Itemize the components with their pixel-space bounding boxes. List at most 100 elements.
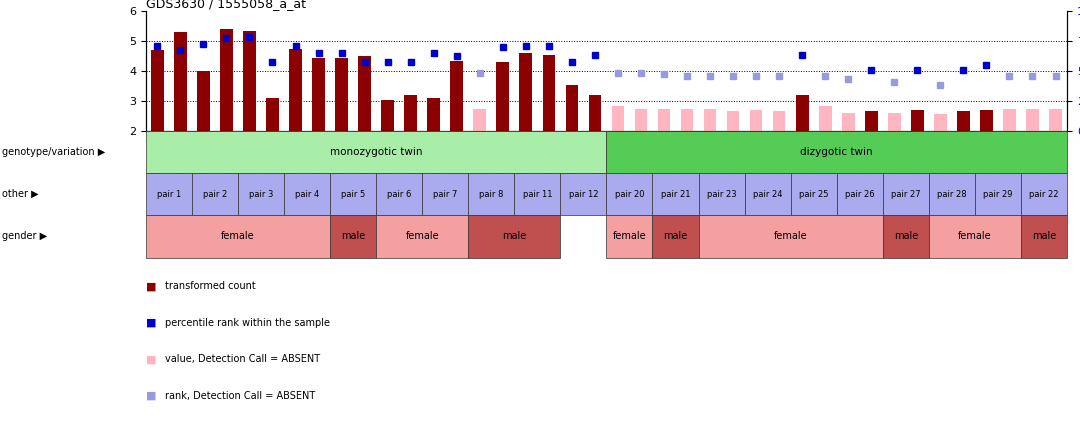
Text: pair 5: pair 5 — [341, 190, 365, 199]
Text: ■: ■ — [146, 391, 157, 400]
Text: pair 25: pair 25 — [799, 190, 828, 199]
Bar — [607, 131, 1067, 173]
Text: female: female — [958, 231, 991, 242]
Bar — [192, 173, 238, 215]
Bar — [519, 53, 532, 131]
Bar — [727, 111, 740, 131]
Bar — [837, 173, 882, 215]
Bar — [699, 173, 744, 215]
Bar — [243, 31, 256, 131]
Bar — [146, 215, 330, 258]
Bar — [929, 173, 975, 215]
Bar — [819, 106, 832, 131]
Bar — [197, 71, 210, 131]
Text: female: female — [405, 231, 438, 242]
Bar — [929, 215, 1021, 258]
Bar — [652, 215, 699, 258]
Bar — [635, 108, 647, 131]
Text: monozygotic twin: monozygotic twin — [329, 147, 422, 157]
Text: transformed count: transformed count — [165, 281, 256, 291]
Text: pair 21: pair 21 — [661, 190, 690, 199]
Text: pair 3: pair 3 — [248, 190, 273, 199]
Bar — [750, 110, 762, 131]
Bar — [335, 58, 348, 131]
Bar — [561, 173, 607, 215]
Text: pair 6: pair 6 — [387, 190, 411, 199]
Bar — [704, 108, 716, 131]
Bar — [450, 60, 463, 131]
Bar — [773, 111, 785, 131]
Text: pair 1: pair 1 — [157, 190, 181, 199]
Text: male: male — [502, 231, 526, 242]
Text: pair 8: pair 8 — [480, 190, 503, 199]
Text: rank, Detection Call = ABSENT: rank, Detection Call = ABSENT — [165, 391, 315, 400]
Text: pair 29: pair 29 — [983, 190, 1013, 199]
Bar — [289, 48, 301, 131]
Text: female: female — [774, 231, 808, 242]
Text: other ▶: other ▶ — [2, 189, 39, 199]
Text: pair 24: pair 24 — [753, 190, 782, 199]
Bar — [422, 173, 469, 215]
Bar — [1021, 173, 1067, 215]
Bar — [1049, 108, 1062, 131]
Text: ■: ■ — [146, 354, 157, 364]
Bar — [330, 173, 376, 215]
Text: percentile rank within the sample: percentile rank within the sample — [165, 318, 330, 328]
Text: pair 4: pair 4 — [295, 190, 320, 199]
Text: gender ▶: gender ▶ — [2, 231, 48, 242]
Bar — [1021, 215, 1067, 258]
Bar — [469, 173, 514, 215]
Bar — [284, 173, 330, 215]
Bar — [934, 115, 947, 131]
Text: female: female — [221, 231, 255, 242]
Bar — [312, 58, 325, 131]
Text: pair 22: pair 22 — [1029, 190, 1058, 199]
Text: pair 23: pair 23 — [706, 190, 737, 199]
Bar — [744, 173, 791, 215]
Bar — [1003, 108, 1016, 131]
Text: pair 2: pair 2 — [203, 190, 227, 199]
Bar — [658, 108, 671, 131]
Text: pair 20: pair 20 — [615, 190, 644, 199]
Bar — [359, 56, 370, 131]
Bar — [865, 111, 878, 131]
Bar — [514, 173, 561, 215]
Text: male: male — [341, 231, 365, 242]
Bar — [882, 173, 929, 215]
Text: ■: ■ — [146, 318, 157, 328]
Bar — [980, 110, 993, 131]
Text: pair 7: pair 7 — [433, 190, 458, 199]
Bar — [381, 99, 394, 131]
Bar — [652, 173, 699, 215]
Text: ■: ■ — [146, 281, 157, 291]
Bar — [791, 173, 837, 215]
Text: pair 28: pair 28 — [937, 190, 967, 199]
Bar — [589, 95, 602, 131]
Text: pair 11: pair 11 — [523, 190, 552, 199]
Bar — [151, 50, 164, 131]
Bar — [607, 173, 652, 215]
Bar — [238, 173, 284, 215]
Bar — [611, 106, 624, 131]
Text: dizygotic twin: dizygotic twin — [800, 147, 873, 157]
Bar — [542, 55, 555, 131]
Bar — [699, 215, 882, 258]
Text: GDS3630 / 1555058_a_at: GDS3630 / 1555058_a_at — [146, 0, 306, 10]
Bar — [376, 173, 422, 215]
Text: female: female — [612, 231, 646, 242]
Text: genotype/variation ▶: genotype/variation ▶ — [2, 147, 106, 157]
Bar — [566, 84, 578, 131]
Text: male: male — [893, 231, 918, 242]
Bar — [957, 111, 970, 131]
Bar — [266, 98, 279, 131]
Bar — [1026, 108, 1039, 131]
Bar — [404, 95, 417, 131]
Bar — [680, 108, 693, 131]
Bar — [220, 29, 233, 131]
Text: male: male — [1031, 231, 1056, 242]
Bar — [796, 95, 809, 131]
Bar — [912, 110, 923, 131]
Bar — [376, 215, 469, 258]
Text: male: male — [663, 231, 688, 242]
Bar — [975, 173, 1021, 215]
